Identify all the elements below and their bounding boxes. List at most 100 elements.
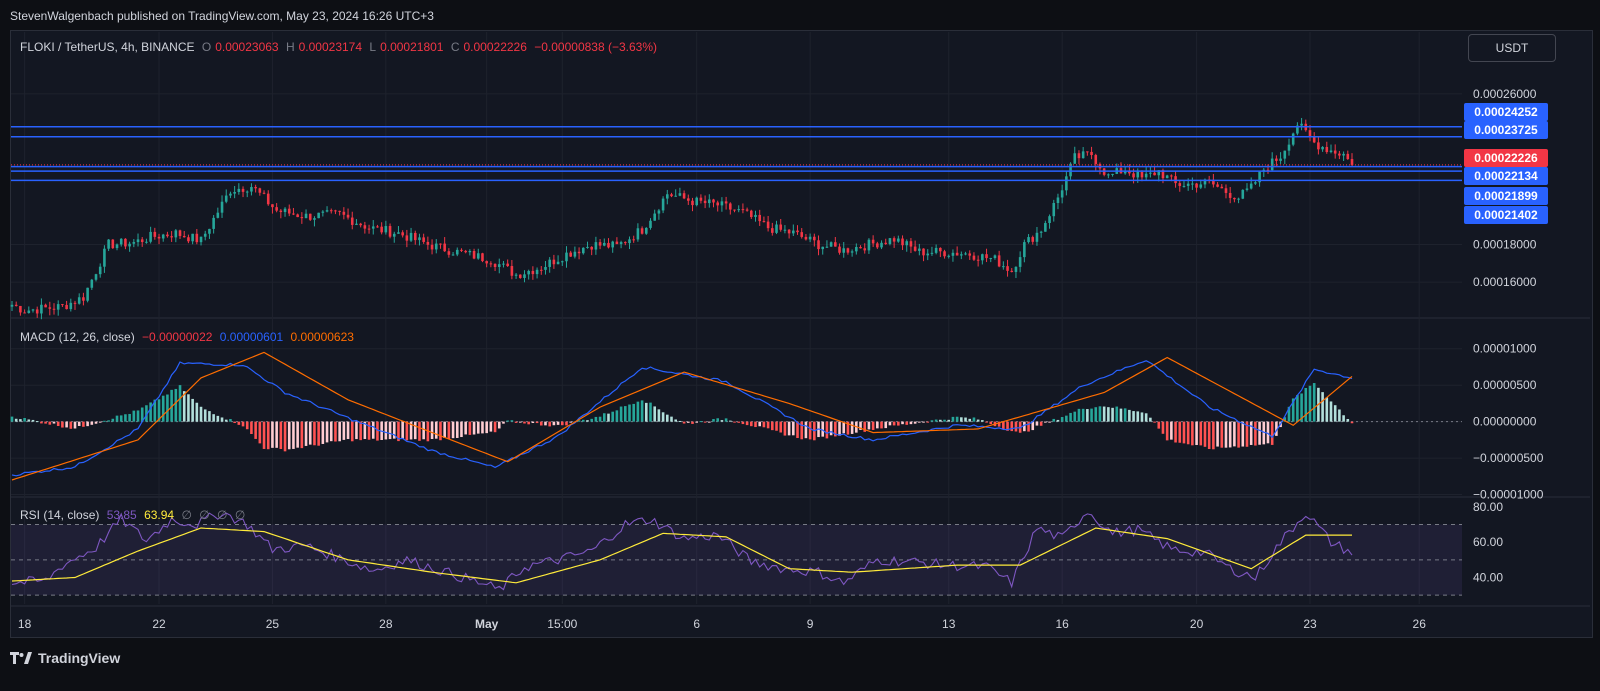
candle-body[interactable] (418, 237, 421, 241)
candle-body[interactable] (766, 221, 770, 229)
candle-body[interactable] (1048, 216, 1051, 224)
candle-body[interactable] (56, 304, 60, 310)
candle-body[interactable] (1081, 151, 1085, 159)
candle-body[interactable] (292, 213, 295, 215)
candle-body[interactable] (94, 274, 98, 280)
candle-body[interactable] (363, 225, 367, 229)
candle-body[interactable] (1144, 173, 1148, 178)
candle-body[interactable] (628, 239, 631, 244)
candle-body[interactable] (405, 235, 409, 241)
candle-body[interactable] (1338, 153, 1341, 156)
candle-body[interactable] (1161, 170, 1165, 179)
candle-body[interactable] (649, 220, 652, 228)
candle-body[interactable] (1123, 170, 1127, 174)
rsi-ma-line[interactable] (11, 527, 1352, 584)
candle-body[interactable] (678, 193, 682, 196)
candle-body[interactable] (229, 193, 232, 196)
candle-body[interactable] (1296, 125, 1299, 134)
currency-button[interactable]: USDT (1468, 34, 1556, 62)
candle-body[interactable] (1300, 123, 1303, 126)
candle-body[interactable] (241, 188, 245, 192)
candle-body[interactable] (262, 192, 266, 194)
candle-body[interactable] (867, 239, 871, 251)
candle-body[interactable] (737, 209, 741, 211)
candle-body[interactable] (413, 232, 417, 241)
candle-body[interactable] (981, 254, 984, 261)
candle-body[interactable] (758, 214, 762, 222)
candle-body[interactable] (1346, 153, 1350, 160)
candle-body[interactable] (178, 230, 182, 236)
candle-body[interactable] (73, 302, 77, 304)
candle-body[interactable] (1291, 133, 1295, 145)
candle-body[interactable] (787, 229, 791, 234)
candle-body[interactable] (271, 204, 274, 208)
candle-body[interactable] (182, 235, 186, 238)
candle-body[interactable] (695, 197, 699, 206)
candle-body[interactable] (771, 228, 774, 233)
candle-body[interactable] (993, 255, 997, 259)
candle-body[interactable] (792, 230, 795, 234)
candle-body[interactable] (901, 238, 904, 246)
candle-body[interactable] (632, 239, 635, 241)
candle-body[interactable] (880, 242, 883, 248)
candle-body[interactable] (77, 297, 81, 304)
candle-body[interactable] (913, 246, 917, 251)
candle-body[interactable] (859, 247, 862, 249)
candle-body[interactable] (905, 241, 909, 246)
candle-body[interactable] (897, 238, 900, 242)
candle-body[interactable] (367, 228, 371, 230)
candle-body[interactable] (489, 263, 493, 265)
candle-body[interactable] (644, 227, 648, 234)
macd-title[interactable]: MACD (12, 26, close) (20, 330, 135, 344)
candle-body[interactable] (1275, 158, 1278, 161)
candle-body[interactable] (1254, 182, 1257, 184)
candle-body[interactable] (1023, 242, 1026, 258)
candle-body[interactable] (1266, 169, 1270, 171)
candle-body[interactable] (523, 274, 526, 278)
candle-body[interactable] (434, 243, 438, 250)
candle-body[interactable] (1052, 203, 1056, 217)
candle-body[interactable] (926, 253, 930, 256)
candle-body[interactable] (451, 254, 455, 256)
candle-body[interactable] (1233, 197, 1236, 200)
candle-body[interactable] (964, 253, 967, 255)
candle-body[interactable] (132, 242, 136, 244)
candle-body[interactable] (1132, 173, 1135, 178)
candle-body[interactable] (161, 234, 165, 239)
candle-body[interactable] (1220, 186, 1224, 189)
candle-body[interactable] (703, 200, 707, 204)
candle-body[interactable] (598, 242, 602, 246)
candle-body[interactable] (1203, 179, 1207, 185)
candle-body[interactable] (653, 213, 656, 221)
candle-body[interactable] (1245, 188, 1249, 190)
candle-body[interactable] (514, 274, 518, 276)
candle-body[interactable] (107, 239, 110, 249)
candle-body[interactable] (750, 210, 753, 218)
candle-body[interactable] (422, 237, 425, 242)
candle-body[interactable] (65, 304, 68, 310)
candle-body[interactable] (682, 193, 686, 199)
candle-body[interactable] (191, 233, 194, 242)
candle-body[interactable] (170, 236, 173, 238)
candle-body[interactable] (1283, 150, 1287, 159)
candle-body[interactable] (1258, 171, 1261, 183)
candle-body[interactable] (371, 226, 375, 229)
candle-body[interactable] (535, 269, 539, 275)
candle-body[interactable] (930, 252, 934, 254)
candle-body[interactable] (607, 242, 610, 248)
candle-body[interactable] (119, 238, 123, 245)
candle-body[interactable] (846, 248, 850, 253)
candle-body[interactable] (775, 224, 778, 233)
candle-body[interactable] (430, 244, 434, 250)
candle-body[interactable] (531, 270, 535, 275)
candle-body[interactable] (779, 224, 783, 230)
candle-body[interactable] (1279, 158, 1282, 161)
candle-body[interactable] (1212, 179, 1215, 185)
candle-body[interactable] (619, 242, 623, 245)
candle-body[interactable] (195, 233, 199, 243)
candle-body[interactable] (972, 255, 976, 260)
candle-body[interactable] (1178, 183, 1182, 186)
candle-body[interactable] (960, 254, 963, 256)
candle-body[interactable] (35, 309, 39, 314)
candle-body[interactable] (31, 309, 35, 311)
